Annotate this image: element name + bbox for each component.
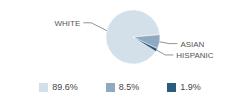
html-text:89.6%: 89.6% xyxy=(52,82,78,92)
html-text:8.5%: 8.5% xyxy=(118,82,140,92)
html-text:1.9%: 1.9% xyxy=(180,82,201,92)
svg-text:HISPANIC: HISPANIC xyxy=(176,51,213,60)
svg-text:WHITE: WHITE xyxy=(54,19,80,28)
svg-text:ASIAN: ASIAN xyxy=(180,40,204,49)
